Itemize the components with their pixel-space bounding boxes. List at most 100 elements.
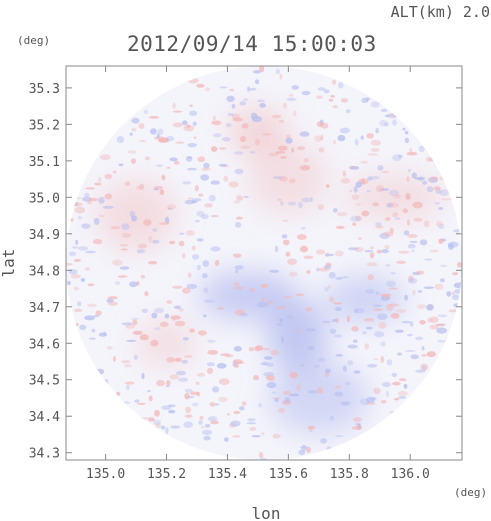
field-speck bbox=[363, 318, 375, 322]
field-speck bbox=[339, 127, 350, 134]
field-region bbox=[268, 361, 369, 434]
field-speck bbox=[385, 280, 396, 287]
field-speck bbox=[246, 422, 257, 425]
field-speck bbox=[102, 205, 114, 209]
field-speck bbox=[143, 109, 149, 114]
field-speck bbox=[133, 354, 138, 361]
field-speck bbox=[345, 381, 351, 386]
field-speck bbox=[174, 320, 186, 327]
field-speck bbox=[119, 266, 130, 270]
field-speck bbox=[80, 277, 86, 282]
y-tick-label: 34.9 bbox=[29, 228, 60, 243]
field-speck bbox=[403, 230, 410, 236]
field-speck bbox=[424, 258, 433, 261]
field-speck bbox=[202, 260, 210, 267]
field-speck bbox=[277, 306, 287, 309]
field-speck bbox=[183, 421, 194, 428]
field-speck bbox=[225, 123, 232, 128]
field-speck bbox=[93, 217, 100, 225]
field-speck bbox=[183, 125, 195, 132]
field-speck bbox=[385, 390, 390, 398]
field-speck bbox=[266, 362, 274, 367]
field-speck bbox=[354, 246, 364, 253]
field-speck bbox=[439, 176, 445, 181]
field-speck bbox=[189, 328, 196, 333]
field-speck bbox=[392, 212, 399, 218]
field-speck bbox=[166, 166, 171, 169]
field-speck bbox=[367, 153, 379, 156]
field-speck bbox=[324, 368, 331, 374]
field-speck bbox=[186, 167, 198, 171]
field-speck bbox=[155, 422, 161, 429]
field-speck bbox=[411, 249, 415, 253]
field-speck bbox=[340, 98, 349, 103]
field-speck bbox=[161, 405, 171, 411]
field-speck bbox=[409, 321, 414, 327]
field-speck bbox=[233, 286, 244, 290]
field-speck bbox=[299, 164, 311, 171]
field-speck bbox=[139, 139, 147, 143]
field-region bbox=[96, 179, 177, 252]
field-speck bbox=[381, 170, 390, 174]
field-speck bbox=[204, 423, 211, 428]
field-speck bbox=[74, 258, 81, 262]
field-speck bbox=[437, 339, 448, 343]
field-speck bbox=[253, 375, 259, 381]
field-speck bbox=[407, 333, 413, 337]
field-speck bbox=[251, 435, 261, 438]
field-speck bbox=[341, 276, 349, 279]
field-speck bbox=[421, 346, 425, 351]
field-speck bbox=[285, 251, 291, 257]
field-speck bbox=[124, 381, 135, 385]
field-speck bbox=[281, 234, 288, 239]
field-speck bbox=[203, 314, 207, 318]
field-speck bbox=[196, 83, 205, 88]
field-speck bbox=[118, 163, 124, 167]
field-speck bbox=[401, 320, 411, 324]
field-speck bbox=[286, 97, 297, 101]
field-speck bbox=[422, 364, 426, 370]
field-speck bbox=[210, 246, 221, 252]
field-speck bbox=[234, 265, 244, 270]
field-speck bbox=[233, 346, 242, 352]
field-speck bbox=[211, 146, 218, 152]
field-speck bbox=[243, 195, 249, 199]
field-speck bbox=[364, 249, 373, 253]
field-speck bbox=[186, 283, 198, 290]
field-speck bbox=[251, 115, 262, 123]
field-speck bbox=[379, 188, 390, 191]
field-speck bbox=[381, 249, 389, 254]
field-speck bbox=[148, 116, 160, 119]
field-speck bbox=[317, 87, 326, 91]
field-speck bbox=[98, 197, 105, 204]
field-speck bbox=[295, 293, 305, 296]
field-speck bbox=[335, 354, 344, 357]
field-speck bbox=[385, 263, 391, 267]
field-speck bbox=[430, 316, 439, 324]
field-speck bbox=[280, 201, 284, 206]
field-speck bbox=[279, 73, 283, 80]
field-speck bbox=[187, 143, 197, 148]
y-tick-label: 35.0 bbox=[29, 191, 60, 206]
field-speck bbox=[409, 240, 418, 243]
field-speck bbox=[261, 133, 272, 136]
field-speck bbox=[390, 272, 396, 275]
field-speck bbox=[457, 261, 462, 268]
field-speck bbox=[404, 137, 410, 144]
field-speck bbox=[166, 204, 177, 210]
field-speck bbox=[434, 283, 444, 290]
field-speck bbox=[124, 364, 132, 368]
field-speck bbox=[165, 385, 171, 388]
field-speck bbox=[340, 177, 351, 184]
field-speck bbox=[258, 66, 265, 73]
field-speck bbox=[265, 300, 274, 305]
field-speck bbox=[296, 329, 302, 334]
field-speck bbox=[260, 362, 268, 365]
field-speck bbox=[182, 120, 188, 126]
field-speck bbox=[167, 207, 173, 210]
field-speck bbox=[380, 341, 386, 347]
field-speck bbox=[307, 390, 318, 394]
x-tick-label: 135.4 bbox=[208, 467, 247, 482]
field-speck bbox=[325, 184, 330, 188]
field-speck bbox=[346, 315, 351, 323]
